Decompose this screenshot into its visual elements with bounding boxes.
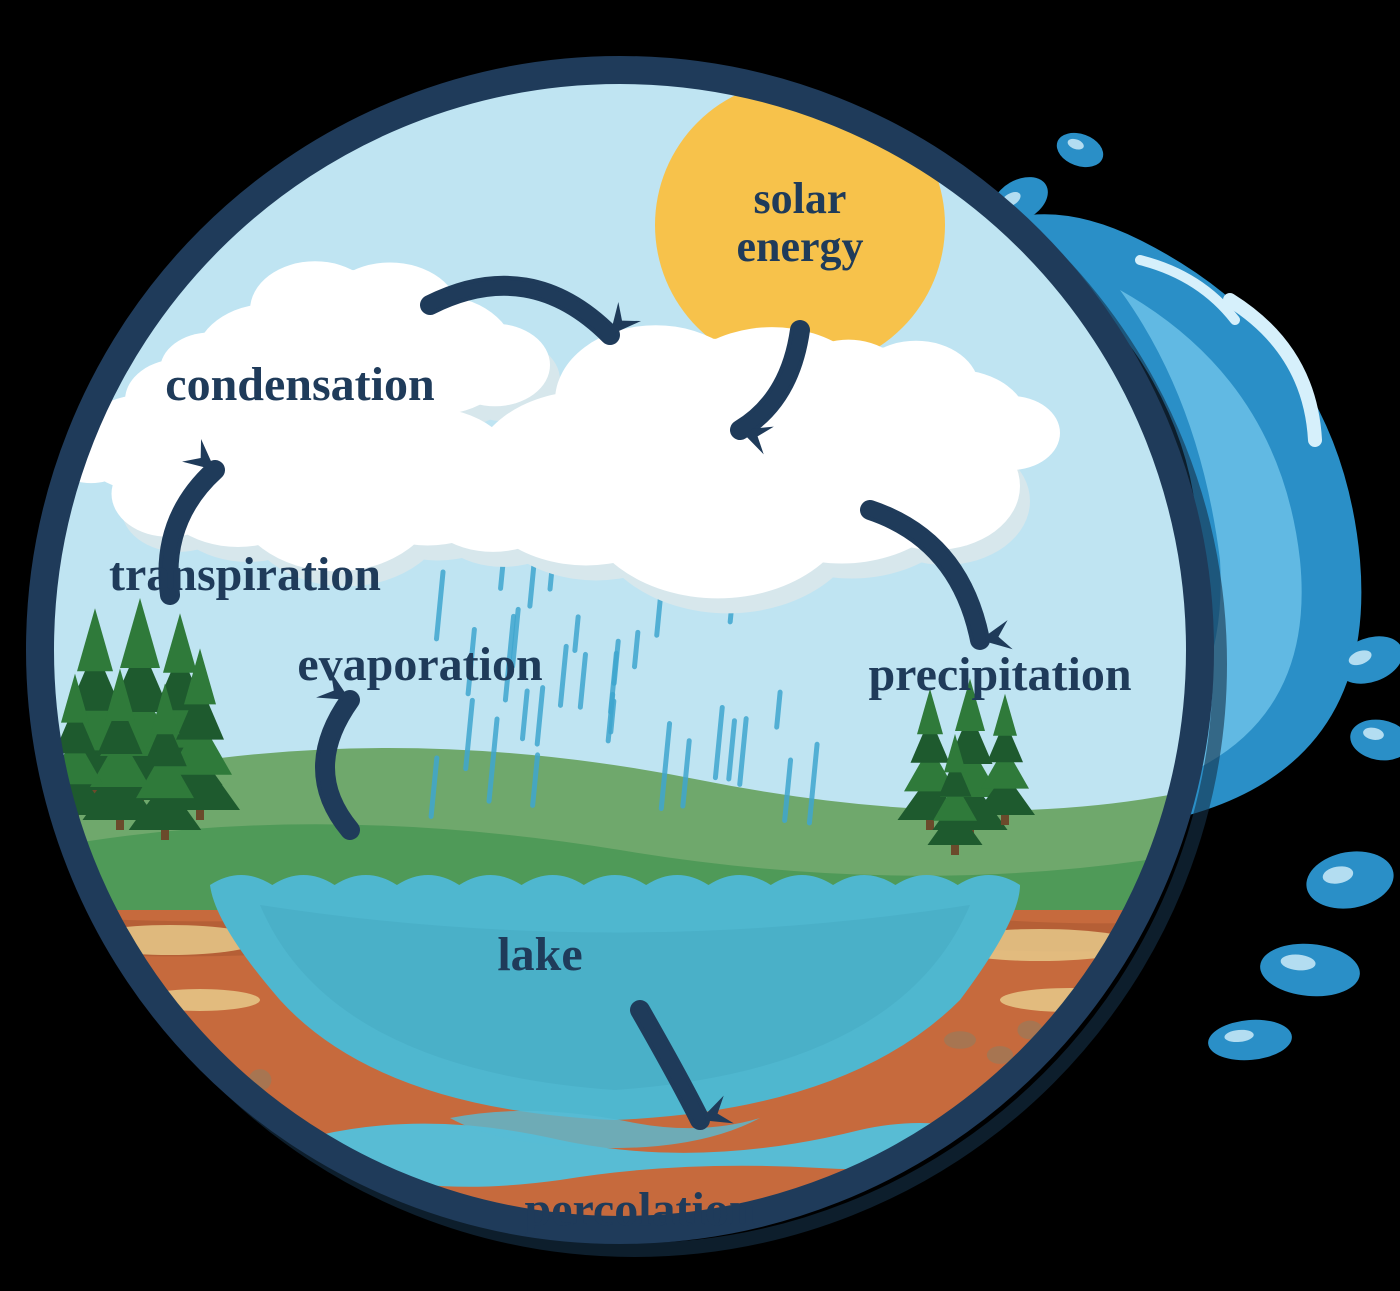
rock bbox=[169, 1155, 190, 1174]
diagram-svg: solarenergy condensation transpiration evap… bbox=[0, 0, 1400, 1291]
label-lake: lake bbox=[497, 928, 582, 981]
water-cycle-diagram: { "type": "infographic", "subject": "wat… bbox=[0, 0, 1400, 1291]
svg-text:solar: solar bbox=[754, 174, 847, 223]
label-percolation: percolation bbox=[524, 1183, 755, 1236]
rock bbox=[944, 1031, 976, 1049]
rock bbox=[1040, 1141, 1061, 1160]
label-condensation: condensation bbox=[165, 358, 434, 411]
label-evaporation: evaporation bbox=[297, 638, 542, 691]
rock bbox=[1078, 1125, 1101, 1145]
svg-text:energy: energy bbox=[736, 222, 863, 271]
label-transpiration: transpiration bbox=[109, 548, 381, 601]
rock bbox=[126, 1139, 154, 1161]
label-precipitation: precipitation bbox=[868, 648, 1131, 701]
